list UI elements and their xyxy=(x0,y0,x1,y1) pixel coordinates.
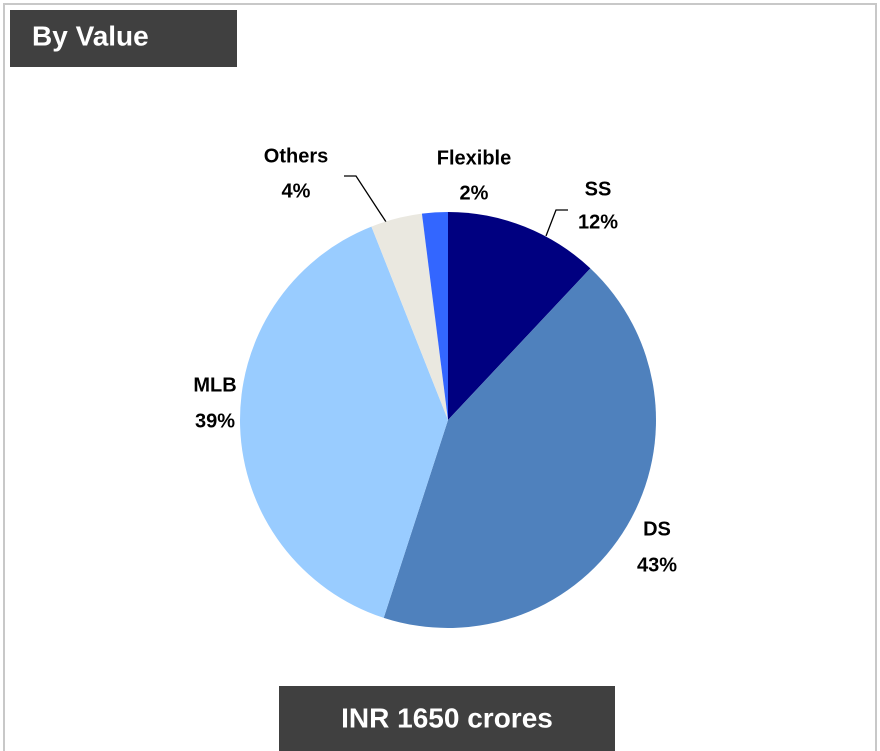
slice-label: Others xyxy=(264,145,328,167)
chart-title: By Value xyxy=(32,20,149,51)
title-box xyxy=(10,10,237,67)
value-label: 2% xyxy=(460,182,489,204)
pie-slice xyxy=(383,268,656,629)
pie-slice xyxy=(371,213,448,420)
pie-slice xyxy=(240,226,448,618)
value-label: 43% xyxy=(637,554,677,576)
value-label: 39% xyxy=(195,410,235,432)
pie-slice xyxy=(421,212,448,420)
annotation-box xyxy=(279,686,615,751)
slice-label: MLB xyxy=(193,374,236,396)
value-label: 12% xyxy=(578,211,618,233)
slice-label: SS xyxy=(585,178,612,200)
slice-label: DS xyxy=(643,518,671,540)
pie-slice xyxy=(448,212,591,420)
leader-line xyxy=(344,175,391,229)
annotation: INR 1650 crores xyxy=(341,702,553,733)
slice-label: Flexible xyxy=(437,147,511,169)
value-label: 4% xyxy=(282,180,311,202)
leader-line xyxy=(545,209,568,237)
